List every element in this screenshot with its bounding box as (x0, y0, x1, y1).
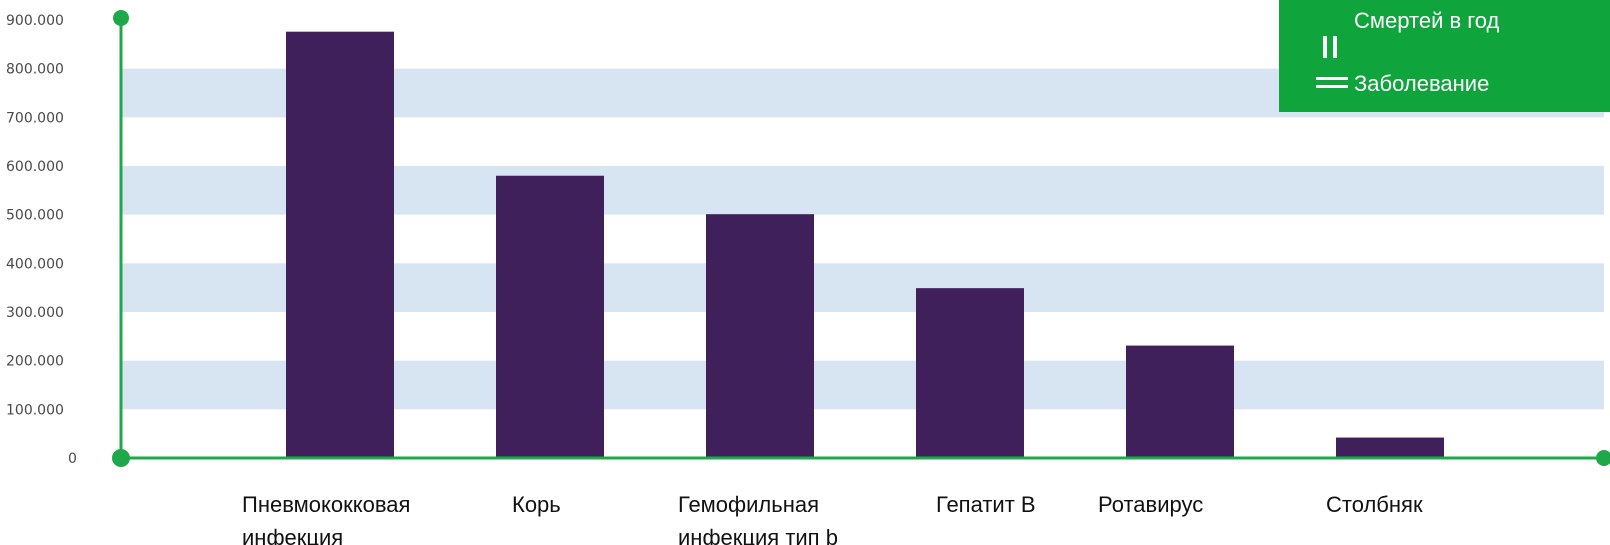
x-category-label: Ротавирус (1098, 492, 1203, 517)
y-tick-label: 900.000 (6, 13, 64, 29)
y-tick-label: 400.000 (6, 256, 64, 272)
x-category-label: Корь (512, 492, 561, 517)
bar (286, 31, 394, 459)
x-category-label: инфекция (242, 525, 343, 545)
legend-icon-pause (1323, 36, 1337, 58)
y-tick-labels: 0 100.000 200.000 300.000 400.000 500.000 600.… (6, 13, 77, 467)
bars (286, 31, 1444, 459)
axes (112, 10, 1610, 467)
y-tick-label: 800.000 (6, 62, 64, 78)
bar (1126, 345, 1234, 458)
x-category-label: Столбняк (1326, 492, 1423, 517)
x-category-label: Гепатит В (936, 492, 1036, 517)
y-tick-label: 0 (68, 451, 77, 467)
y-tick-label: 300.000 (6, 305, 64, 321)
legend-icon-menu (1316, 77, 1348, 88)
x-category-labels: Пневмококковая инфекция Корь Гемофильная инф… (242, 492, 1423, 545)
x-category-label: Гемофильная (678, 492, 819, 517)
x-category-label: инфекция тип b (678, 525, 838, 545)
bar (1336, 437, 1444, 458)
axis-origin-dot (112, 449, 130, 467)
x-category-label: Пневмококковая (242, 492, 410, 517)
legend: Смертей в год Заболевание (1279, 0, 1610, 112)
bar (706, 214, 814, 458)
legend-entry-deaths: Смертей в год (1354, 8, 1500, 33)
x-axis-end-dot (1596, 450, 1610, 466)
y-tick-label: 600.000 (6, 159, 64, 175)
y-axis-top-dot (113, 10, 129, 26)
bar (916, 288, 1024, 458)
y-tick-label: 500.000 (6, 208, 64, 224)
y-tick-label: 100.000 (6, 402, 64, 418)
y-tick-label: 200.000 (6, 354, 64, 370)
legend-entry-disease: Заболевание (1354, 71, 1489, 96)
bar (496, 175, 604, 458)
y-tick-label: 700.000 (6, 110, 64, 126)
